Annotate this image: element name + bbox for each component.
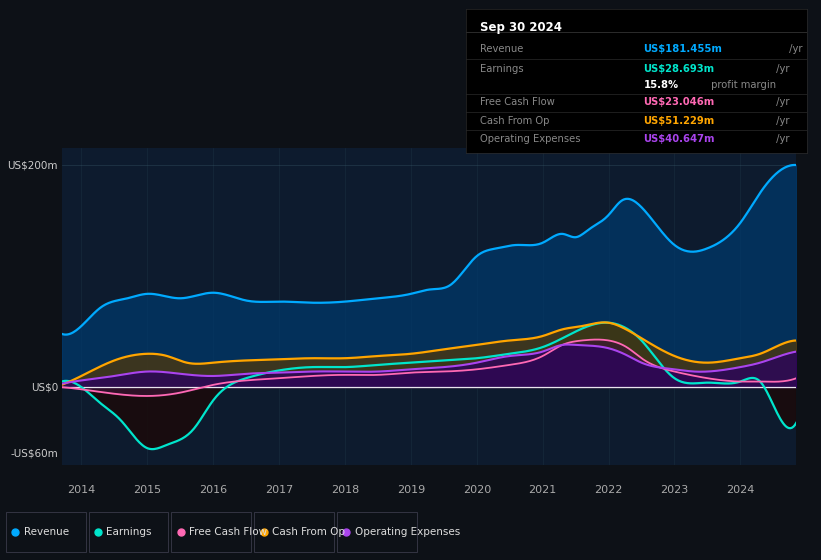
Text: US$200m: US$200m xyxy=(7,160,58,170)
Text: 2020: 2020 xyxy=(462,486,491,496)
Text: -US$60m: -US$60m xyxy=(10,449,58,459)
Text: /yr: /yr xyxy=(773,116,790,126)
Text: Earnings: Earnings xyxy=(480,64,524,74)
Text: 2015: 2015 xyxy=(133,486,161,496)
Text: 2018: 2018 xyxy=(331,486,359,496)
Text: Cash From Op: Cash From Op xyxy=(272,527,345,537)
Text: /yr: /yr xyxy=(773,64,790,74)
Text: US$51.229m: US$51.229m xyxy=(644,116,715,126)
Text: 2016: 2016 xyxy=(199,486,227,496)
Text: 2022: 2022 xyxy=(594,486,623,496)
FancyBboxPatch shape xyxy=(172,512,251,552)
Text: /yr: /yr xyxy=(773,97,790,107)
Text: 15.8%: 15.8% xyxy=(644,80,679,90)
Text: US$28.693m: US$28.693m xyxy=(644,64,714,74)
Text: 2024: 2024 xyxy=(726,486,754,496)
Text: 2023: 2023 xyxy=(660,486,689,496)
Text: US$40.647m: US$40.647m xyxy=(644,134,715,144)
Text: 2014: 2014 xyxy=(67,486,95,496)
FancyBboxPatch shape xyxy=(337,512,417,552)
Text: US$0: US$0 xyxy=(30,382,58,392)
FancyBboxPatch shape xyxy=(89,512,168,552)
Text: US$181.455m: US$181.455m xyxy=(644,44,722,54)
Text: Free Cash Flow: Free Cash Flow xyxy=(189,527,268,537)
Text: profit margin: profit margin xyxy=(709,80,777,90)
Text: Earnings: Earnings xyxy=(107,527,152,537)
Text: 2017: 2017 xyxy=(265,486,293,496)
Text: 2019: 2019 xyxy=(397,486,425,496)
FancyBboxPatch shape xyxy=(6,512,85,552)
FancyBboxPatch shape xyxy=(255,512,334,552)
Text: Sep 30 2024: Sep 30 2024 xyxy=(480,21,562,34)
Text: Revenue: Revenue xyxy=(24,527,69,537)
Text: /yr: /yr xyxy=(773,134,790,144)
Text: /yr: /yr xyxy=(786,44,802,54)
Text: 2021: 2021 xyxy=(529,486,557,496)
Text: Operating Expenses: Operating Expenses xyxy=(355,527,460,537)
Text: US$23.046m: US$23.046m xyxy=(644,97,715,107)
Text: Free Cash Flow: Free Cash Flow xyxy=(480,97,555,107)
Text: Revenue: Revenue xyxy=(480,44,523,54)
Text: Cash From Op: Cash From Op xyxy=(480,116,549,126)
Text: Operating Expenses: Operating Expenses xyxy=(480,134,580,144)
